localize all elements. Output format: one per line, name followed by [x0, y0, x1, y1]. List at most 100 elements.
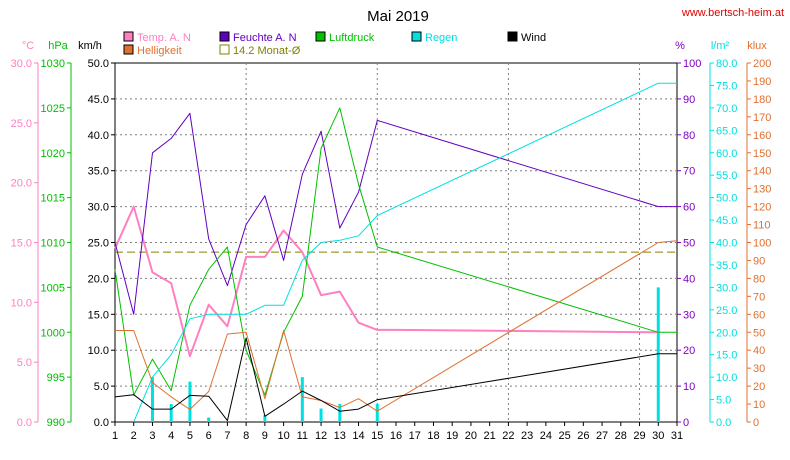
- website-label: www.bertsch-heim.at: [681, 7, 784, 19]
- x-tick-label: 28: [615, 430, 627, 442]
- y-tick-label: 1010: [41, 238, 65, 250]
- series-wind: [114, 337, 677, 422]
- x-tick-label: 14: [352, 430, 364, 442]
- x-tick-label: 18: [427, 430, 439, 442]
- y-tick-label: 40: [683, 273, 695, 285]
- y-tick-label: 20.0: [88, 273, 109, 285]
- x-tick-label: 16: [390, 430, 402, 442]
- rain-bars: [150, 287, 660, 422]
- legend-label: Wind: [521, 32, 546, 44]
- y-tick-label: 55.0: [716, 170, 737, 182]
- y-tick-label: 80: [683, 130, 695, 142]
- y-tick-label: 140: [753, 166, 771, 178]
- legend-item: Regen: [411, 31, 457, 44]
- x-tick-label: 15: [371, 430, 383, 442]
- y-axis-rain: l/m² 0.0 5.0 10.0 15.0 20.0 25.0 30.0 35.0 40.0 45…: [709, 40, 737, 429]
- y-tick-label: 120: [753, 202, 771, 214]
- y-tick-label: 75.0: [716, 80, 737, 92]
- y-tick-label: 30: [753, 363, 765, 375]
- y-tick-label: 80.0: [716, 58, 737, 70]
- legend-swatch: [315, 31, 326, 42]
- x-tick-label: 25: [558, 430, 570, 442]
- y-tick-label: 50: [753, 327, 765, 339]
- y-tick-label: 20.0: [716, 327, 737, 339]
- x-tick-label: 21: [484, 430, 496, 442]
- y-tick-label: 25.0: [88, 238, 109, 250]
- y-tick-label: 200: [753, 58, 771, 70]
- legend-swatch: [123, 44, 134, 55]
- legend-item: Temp. A. N: [123, 31, 191, 44]
- y-axis-unit: °C: [22, 40, 34, 52]
- legend-item: 14.2 Monat-Ø: [219, 44, 301, 57]
- x-tick-label: 20: [465, 430, 477, 442]
- y-tick-label: 50: [683, 238, 695, 250]
- y-tick-label: 100: [683, 58, 701, 70]
- y-axis-lux: klux 0 10 20 30 40 50 60 70 80 90 100 110 120 130 140 15…: [746, 40, 771, 429]
- y-tick-label: 90: [753, 255, 765, 267]
- legend-label: Feuchte A. N: [233, 32, 297, 44]
- y-tick-label: 35.0: [88, 166, 109, 178]
- y-tick-label: 180: [753, 94, 771, 106]
- y-axis-wind: km/h 0.0 5.0 10.0 15.0 20.0 25.0 30.0 35.0 40.0 45…: [78, 40, 115, 429]
- rain-bar: [169, 404, 173, 422]
- chart-title: Mai 2019: [367, 8, 429, 25]
- series-regen: [133, 82, 677, 423]
- y-tick-label: 10: [683, 381, 695, 393]
- y-axis-temp: °C 0.0 5.0 10.0 15.0 20.0 25.0 30.0: [11, 40, 39, 429]
- rain-bar: [207, 417, 211, 422]
- y-tick-label: 10: [753, 399, 765, 411]
- axes: 1 2 3 4 5 6 7 8 9 10 11 12 13 14 15 16 17 18 19 20 21 22 23 24 2…: [11, 40, 772, 442]
- y-tick-label: 60.0: [716, 148, 737, 160]
- legend: Temp. A. N Feuchte A. N Luftdruck Regen Wind…: [123, 31, 546, 57]
- y-tick-label: 40.0: [88, 130, 109, 142]
- y-tick-label: 25.0: [716, 305, 737, 317]
- legend-item: Luftdruck: [315, 31, 375, 44]
- x-tick-label: 29: [633, 430, 645, 442]
- y-tick-label: 30.0: [716, 282, 737, 294]
- y-tick-label: 0.0: [716, 417, 731, 429]
- y-tick-label: 90: [683, 94, 695, 106]
- x-tick-label: 30: [652, 430, 664, 442]
- y-tick-label: 30.0: [88, 202, 109, 214]
- y-tick-label: 150: [753, 148, 771, 160]
- legend-swatch: [507, 31, 518, 42]
- y-axis-hum: % 0 10 20 30 40 50 60 70 80 90 100: [675, 40, 701, 429]
- y-tick-label: 30: [683, 309, 695, 321]
- y-tick-label: 65.0: [716, 125, 737, 137]
- y-tick-label: 100: [753, 238, 771, 250]
- x-tick-label: 5: [187, 430, 193, 442]
- y-axis-unit: km/h: [78, 40, 102, 52]
- y-tick-label: 5.0: [17, 357, 32, 369]
- x-tick-label: 3: [149, 430, 155, 442]
- y-tick-label: 170: [753, 112, 771, 124]
- rain-bar: [319, 408, 323, 422]
- y-tick-label: 70.0: [716, 103, 737, 115]
- rain-bar: [375, 404, 379, 422]
- y-tick-label: 15.0: [88, 309, 109, 321]
- x-tick-label: 22: [502, 430, 514, 442]
- y-tick-label: 0: [683, 417, 689, 429]
- y-tick-label: 1020: [41, 148, 65, 160]
- x-tick-label: 12: [315, 430, 327, 442]
- legend-swatch: [411, 31, 422, 42]
- legend-swatch: [219, 44, 230, 55]
- y-tick-label: 20: [683, 345, 695, 357]
- x-tick-label: 6: [206, 430, 212, 442]
- y-axis-unit: hPa: [48, 40, 68, 52]
- y-tick-label: 15.0: [716, 350, 737, 362]
- y-tick-label: 30.0: [11, 58, 32, 70]
- y-tick-label: 0.0: [17, 417, 32, 429]
- y-tick-label: 10.0: [716, 372, 737, 384]
- y-tick-label: 130: [753, 184, 771, 196]
- y-tick-label: 50.0: [88, 58, 109, 70]
- legend-item: Helligkeit: [123, 44, 182, 57]
- y-tick-label: 70: [683, 166, 695, 178]
- y-tick-label: 1000: [41, 327, 65, 339]
- legend-label: Regen: [425, 32, 457, 44]
- y-tick-label: 10.0: [88, 345, 109, 357]
- x-tick-label: 26: [577, 430, 589, 442]
- y-tick-label: 45.0: [88, 94, 109, 106]
- series-temp-a-n: [114, 205, 659, 358]
- y-tick-label: 35.0: [716, 260, 737, 272]
- y-tick-label: 190: [753, 76, 771, 88]
